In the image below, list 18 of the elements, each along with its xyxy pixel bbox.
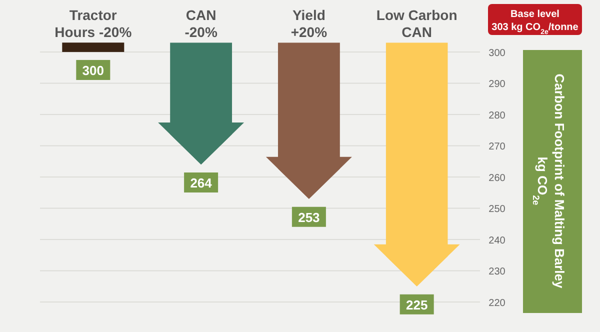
x-tick-label: Tractor Hours -20% <box>54 7 132 40</box>
y-tick-label: 290 <box>488 79 506 90</box>
x-tick-label: CAN -20% <box>184 7 218 40</box>
y-tick-label: 300 <box>488 48 506 59</box>
y-tick-label: 270 <box>488 142 506 153</box>
data-label: 300 <box>82 62 104 78</box>
text: Base level 303 kg CO$_{2e}$/tonne <box>492 9 579 36</box>
y-tick-label: 220 <box>488 298 506 309</box>
y-tick-label: 280 <box>488 110 506 122</box>
data-label: 264 <box>190 175 213 190</box>
y-tick-label: 230 <box>488 266 506 278</box>
data-label: 225 <box>406 297 428 312</box>
data-label: 253 <box>298 210 320 225</box>
x-tick-label: Yield +20% <box>290 7 328 40</box>
y-tick-label: 260 <box>488 172 506 184</box>
y-tick-label: 240 <box>488 235 506 246</box>
y-tick-label: 250 <box>488 204 506 216</box>
x-tick-label: Low Carbon CAN <box>376 7 458 40</box>
